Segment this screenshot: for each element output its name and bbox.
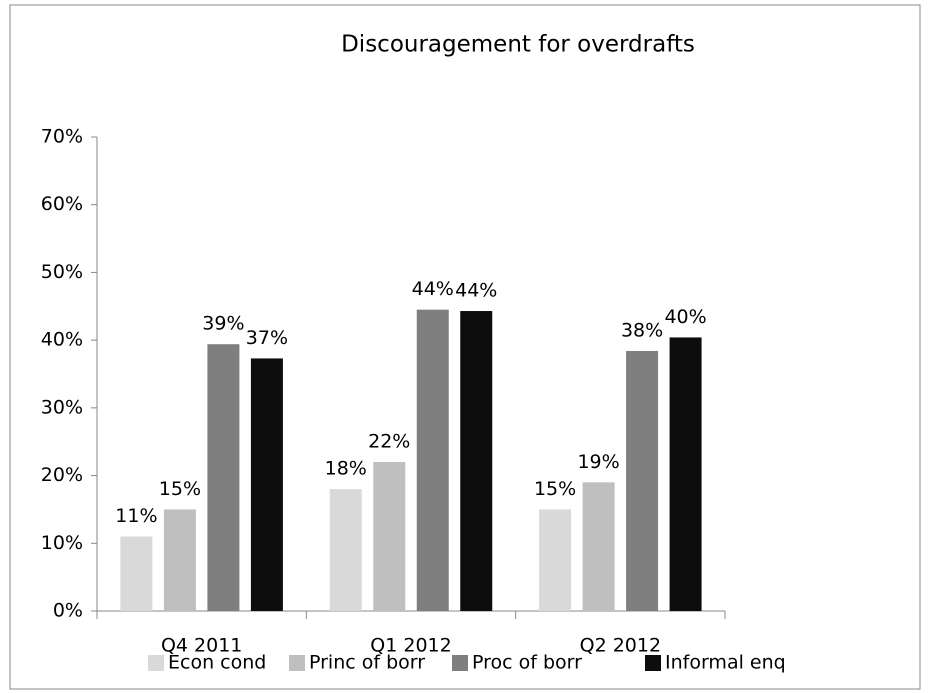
y-tick-label: 20% <box>41 464 83 486</box>
x-tick-label: Q2 2012 <box>580 635 661 657</box>
chart-title: Discouragement for overdrafts <box>341 32 695 58</box>
bar <box>460 311 493 611</box>
data-label: 44% <box>412 278 454 300</box>
y-tick-label: 30% <box>41 396 83 418</box>
bar <box>163 509 196 611</box>
x-tick-label: Q4 2011 <box>161 635 242 657</box>
data-label: 15% <box>534 478 576 500</box>
legend-swatch <box>645 655 661 671</box>
data-label: 19% <box>577 451 619 473</box>
y-tick-label: 10% <box>41 532 83 554</box>
y-tick-label: 70% <box>41 126 83 148</box>
data-label: 40% <box>664 306 706 328</box>
bar <box>669 337 702 611</box>
data-label: 38% <box>621 319 663 341</box>
y-tick-label: 40% <box>41 329 83 351</box>
bar <box>373 462 406 611</box>
chart-frame <box>9 4 921 690</box>
bar <box>207 344 240 611</box>
y-tick-label: 50% <box>41 261 83 283</box>
bar <box>582 482 615 611</box>
legend-swatch <box>289 655 305 671</box>
legend-swatch <box>148 655 164 671</box>
y-tick-label: 60% <box>41 193 83 215</box>
x-tick-label: Q1 2012 <box>370 635 451 657</box>
bar <box>416 309 449 611</box>
bar <box>120 536 153 611</box>
data-label: 39% <box>202 313 244 335</box>
legend-swatch <box>452 655 468 671</box>
legend-label: Informal enq <box>665 652 786 674</box>
y-tick-label: 0% <box>53 600 83 622</box>
data-label: 22% <box>368 431 410 453</box>
bar <box>250 358 283 611</box>
bar <box>539 509 572 611</box>
bar <box>626 350 659 611</box>
data-label: 18% <box>325 458 367 480</box>
data-label: 44% <box>455 280 497 302</box>
bar <box>329 489 362 611</box>
data-label: 15% <box>159 478 201 500</box>
legend-label: Proc of borr <box>472 652 582 674</box>
legend-label: Princ of borr <box>309 652 425 674</box>
legend-label: Econ cond <box>168 652 266 674</box>
data-label: 11% <box>115 505 157 527</box>
data-label: 37% <box>246 327 288 349</box>
